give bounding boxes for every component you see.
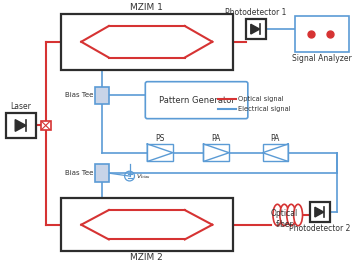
- FancyBboxPatch shape: [246, 19, 266, 39]
- Polygon shape: [251, 24, 260, 34]
- FancyBboxPatch shape: [145, 82, 248, 119]
- FancyBboxPatch shape: [61, 14, 233, 70]
- FancyBboxPatch shape: [147, 144, 173, 162]
- Ellipse shape: [293, 204, 303, 226]
- Text: Laser: Laser: [11, 102, 31, 111]
- Ellipse shape: [273, 204, 282, 226]
- Text: Photodetector 2: Photodetector 2: [289, 224, 351, 233]
- FancyBboxPatch shape: [95, 164, 109, 182]
- Text: PA: PA: [212, 134, 221, 143]
- FancyBboxPatch shape: [295, 15, 349, 53]
- Text: PS: PS: [155, 134, 165, 143]
- Text: Bias Tee: Bias Tee: [65, 92, 93, 98]
- Text: Optical signal: Optical signal: [238, 96, 284, 102]
- FancyBboxPatch shape: [6, 113, 36, 138]
- FancyBboxPatch shape: [41, 121, 51, 130]
- Text: MZIM 1: MZIM 1: [130, 3, 163, 11]
- Text: Pattern Generator: Pattern Generator: [158, 96, 235, 105]
- FancyBboxPatch shape: [310, 202, 330, 222]
- Text: $V_{bias}$: $V_{bias}$: [136, 172, 152, 180]
- Text: MZIM 2: MZIM 2: [130, 253, 163, 262]
- Text: Signal Analyzer: Signal Analyzer: [292, 54, 352, 64]
- Polygon shape: [315, 207, 324, 217]
- Text: Optical
fiber: Optical fiber: [271, 209, 298, 229]
- Text: Electrical signal: Electrical signal: [238, 106, 291, 112]
- Text: Bias Tee: Bias Tee: [65, 170, 93, 176]
- Text: PA: PA: [271, 134, 280, 143]
- FancyBboxPatch shape: [204, 144, 229, 162]
- Ellipse shape: [280, 204, 289, 226]
- FancyBboxPatch shape: [61, 198, 233, 251]
- FancyBboxPatch shape: [95, 87, 109, 104]
- FancyBboxPatch shape: [262, 144, 288, 162]
- Polygon shape: [15, 120, 26, 131]
- Text: Photodetector 1: Photodetector 1: [225, 9, 286, 17]
- Ellipse shape: [287, 204, 296, 226]
